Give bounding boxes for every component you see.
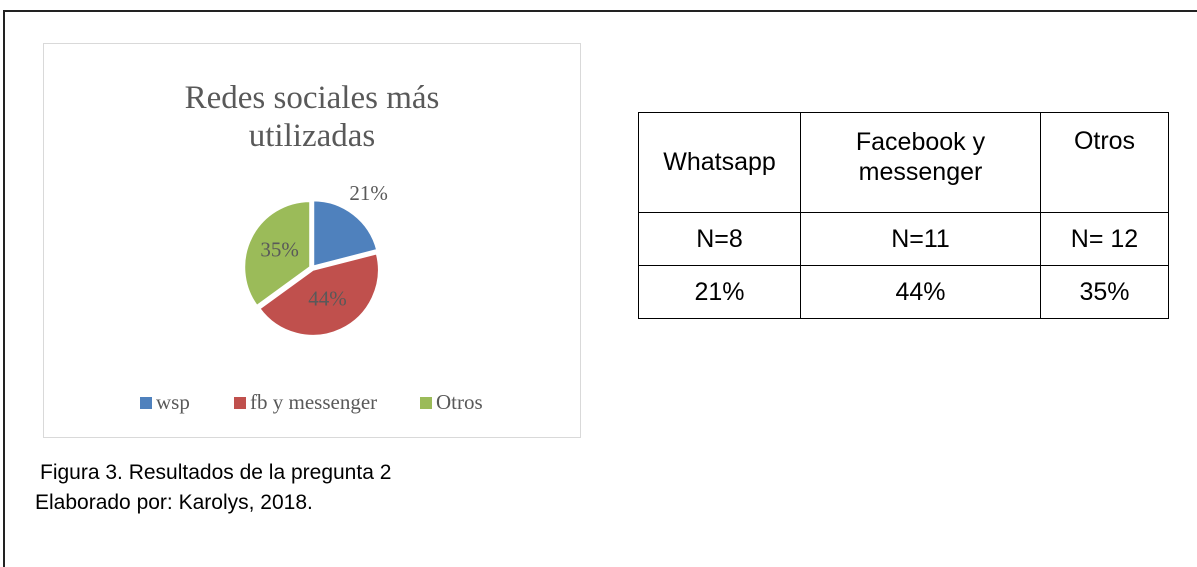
pie-slice (258, 252, 380, 337)
table-cell: Whatsapp (638, 112, 801, 213)
legend-swatch (140, 397, 152, 409)
legend-label: Otros (436, 390, 483, 414)
table-cell: N=11 (800, 212, 1041, 266)
data-table: Whatsapp Facebook y messenger Otros N=8 N=11… (638, 112, 1169, 319)
chart-area (43, 43, 581, 438)
chart-title: Redes sociales más utilizadas (185, 80, 440, 154)
data-label: 35% (260, 237, 299, 261)
table-cell: N= 12 (1040, 212, 1169, 266)
legend-swatch (420, 397, 432, 409)
table-cell: N=8 (638, 212, 801, 266)
legend-label: fb y messenger (250, 390, 377, 414)
table-cell: 21% (638, 265, 801, 319)
table-cell: 44% (800, 265, 1041, 319)
pie-slice (312, 199, 379, 268)
caption: Elaborado por: Karolys, 2018. (35, 491, 313, 514)
frame (3, 10, 1197, 567)
table-cell: Facebook y messenger (800, 112, 1041, 213)
table-cell: Otros (1040, 112, 1169, 213)
legend-swatch (234, 397, 246, 409)
legend-label: wsp (156, 390, 190, 414)
data-label: 44% (308, 287, 347, 311)
pie-slice (243, 200, 312, 308)
data-label: 21% (349, 181, 388, 205)
caption: Figura 3. Resultados de la pregunta 2 (40, 461, 392, 484)
table-cell: 35% (1040, 265, 1169, 319)
